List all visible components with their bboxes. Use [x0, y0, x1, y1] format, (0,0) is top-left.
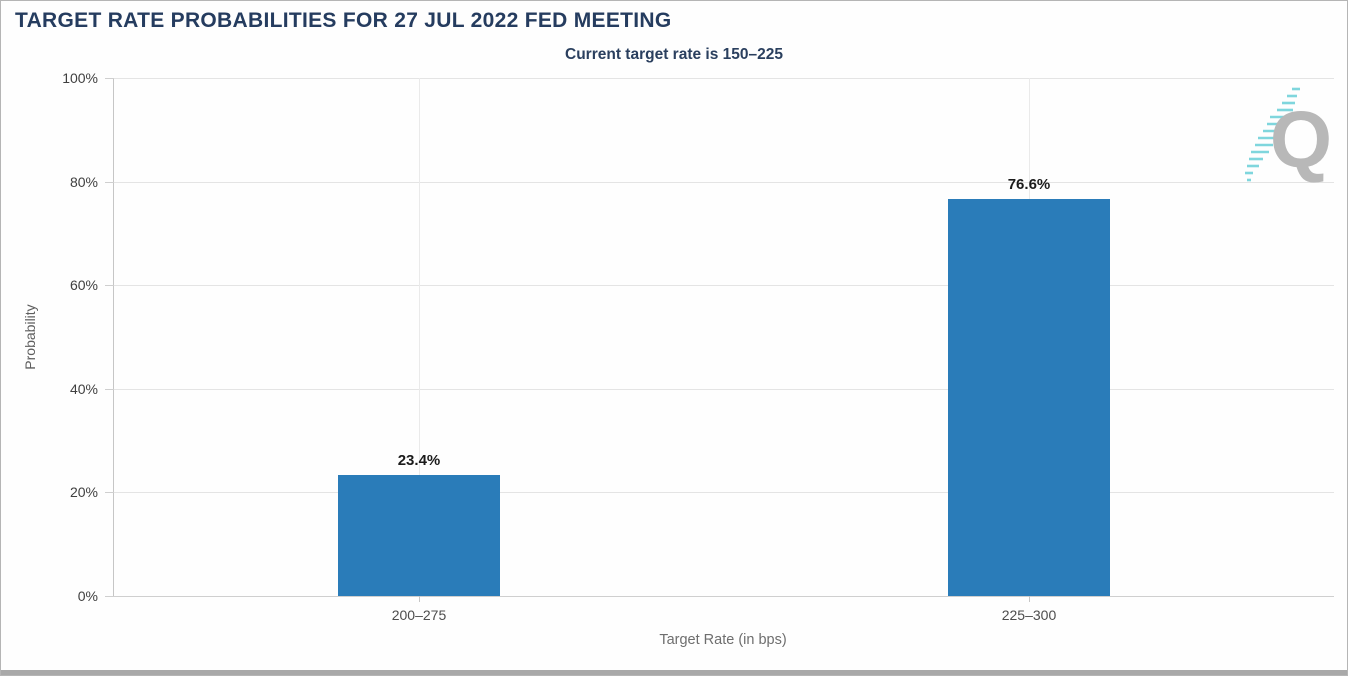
x-tick — [1029, 596, 1030, 602]
y-tick-label: 0% — [77, 588, 98, 604]
y-gridline — [114, 492, 1334, 493]
x-tick-label: 200–275 — [391, 607, 447, 623]
y-gridline — [114, 389, 1334, 390]
bottom-border-strip — [1, 670, 1347, 675]
y-axis-title: Probability — [22, 304, 38, 370]
y-tick-label: 60% — [69, 277, 98, 293]
x-gridline — [418, 78, 420, 596]
chart-subtitle: Current target rate is 150–225 — [565, 46, 783, 63]
y-tick-label: 80% — [69, 174, 98, 190]
y-tick — [105, 596, 114, 597]
bar-value-label: 23.4% — [397, 451, 441, 469]
chart-title: TARGET RATE PROBABILITIES FOR 27 JUL 202… — [15, 9, 672, 32]
y-tick — [105, 389, 114, 390]
y-tick-label: 40% — [69, 381, 98, 397]
watermark-q-letter: Q — [1270, 95, 1332, 184]
y-gridline — [114, 78, 1334, 79]
x-axis-title: Target Rate (in bps) — [659, 632, 787, 648]
x-tick — [419, 596, 420, 602]
y-tick — [105, 285, 114, 286]
y-tick — [105, 492, 114, 493]
y-gridline — [114, 285, 1334, 286]
probability-bar — [948, 199, 1110, 596]
plot-area: 0% 20% 40% 60% 80% 100% 23.4% 200–275 76.6% 225–3… — [62, 70, 1334, 623]
y-tick-label: 100% — [62, 70, 98, 86]
watermark-hatch-icon — [1245, 87, 1300, 182]
bar-value-label: 76.6% — [1007, 176, 1051, 194]
y-tick — [105, 78, 114, 79]
x-tick-label: 225–300 — [1001, 607, 1057, 623]
y-gridline — [114, 182, 1334, 183]
y-tick-label: 20% — [69, 484, 98, 500]
y-tick — [105, 182, 114, 183]
probability-bar — [338, 474, 500, 596]
watermark-logo: Q — [1245, 87, 1332, 184]
